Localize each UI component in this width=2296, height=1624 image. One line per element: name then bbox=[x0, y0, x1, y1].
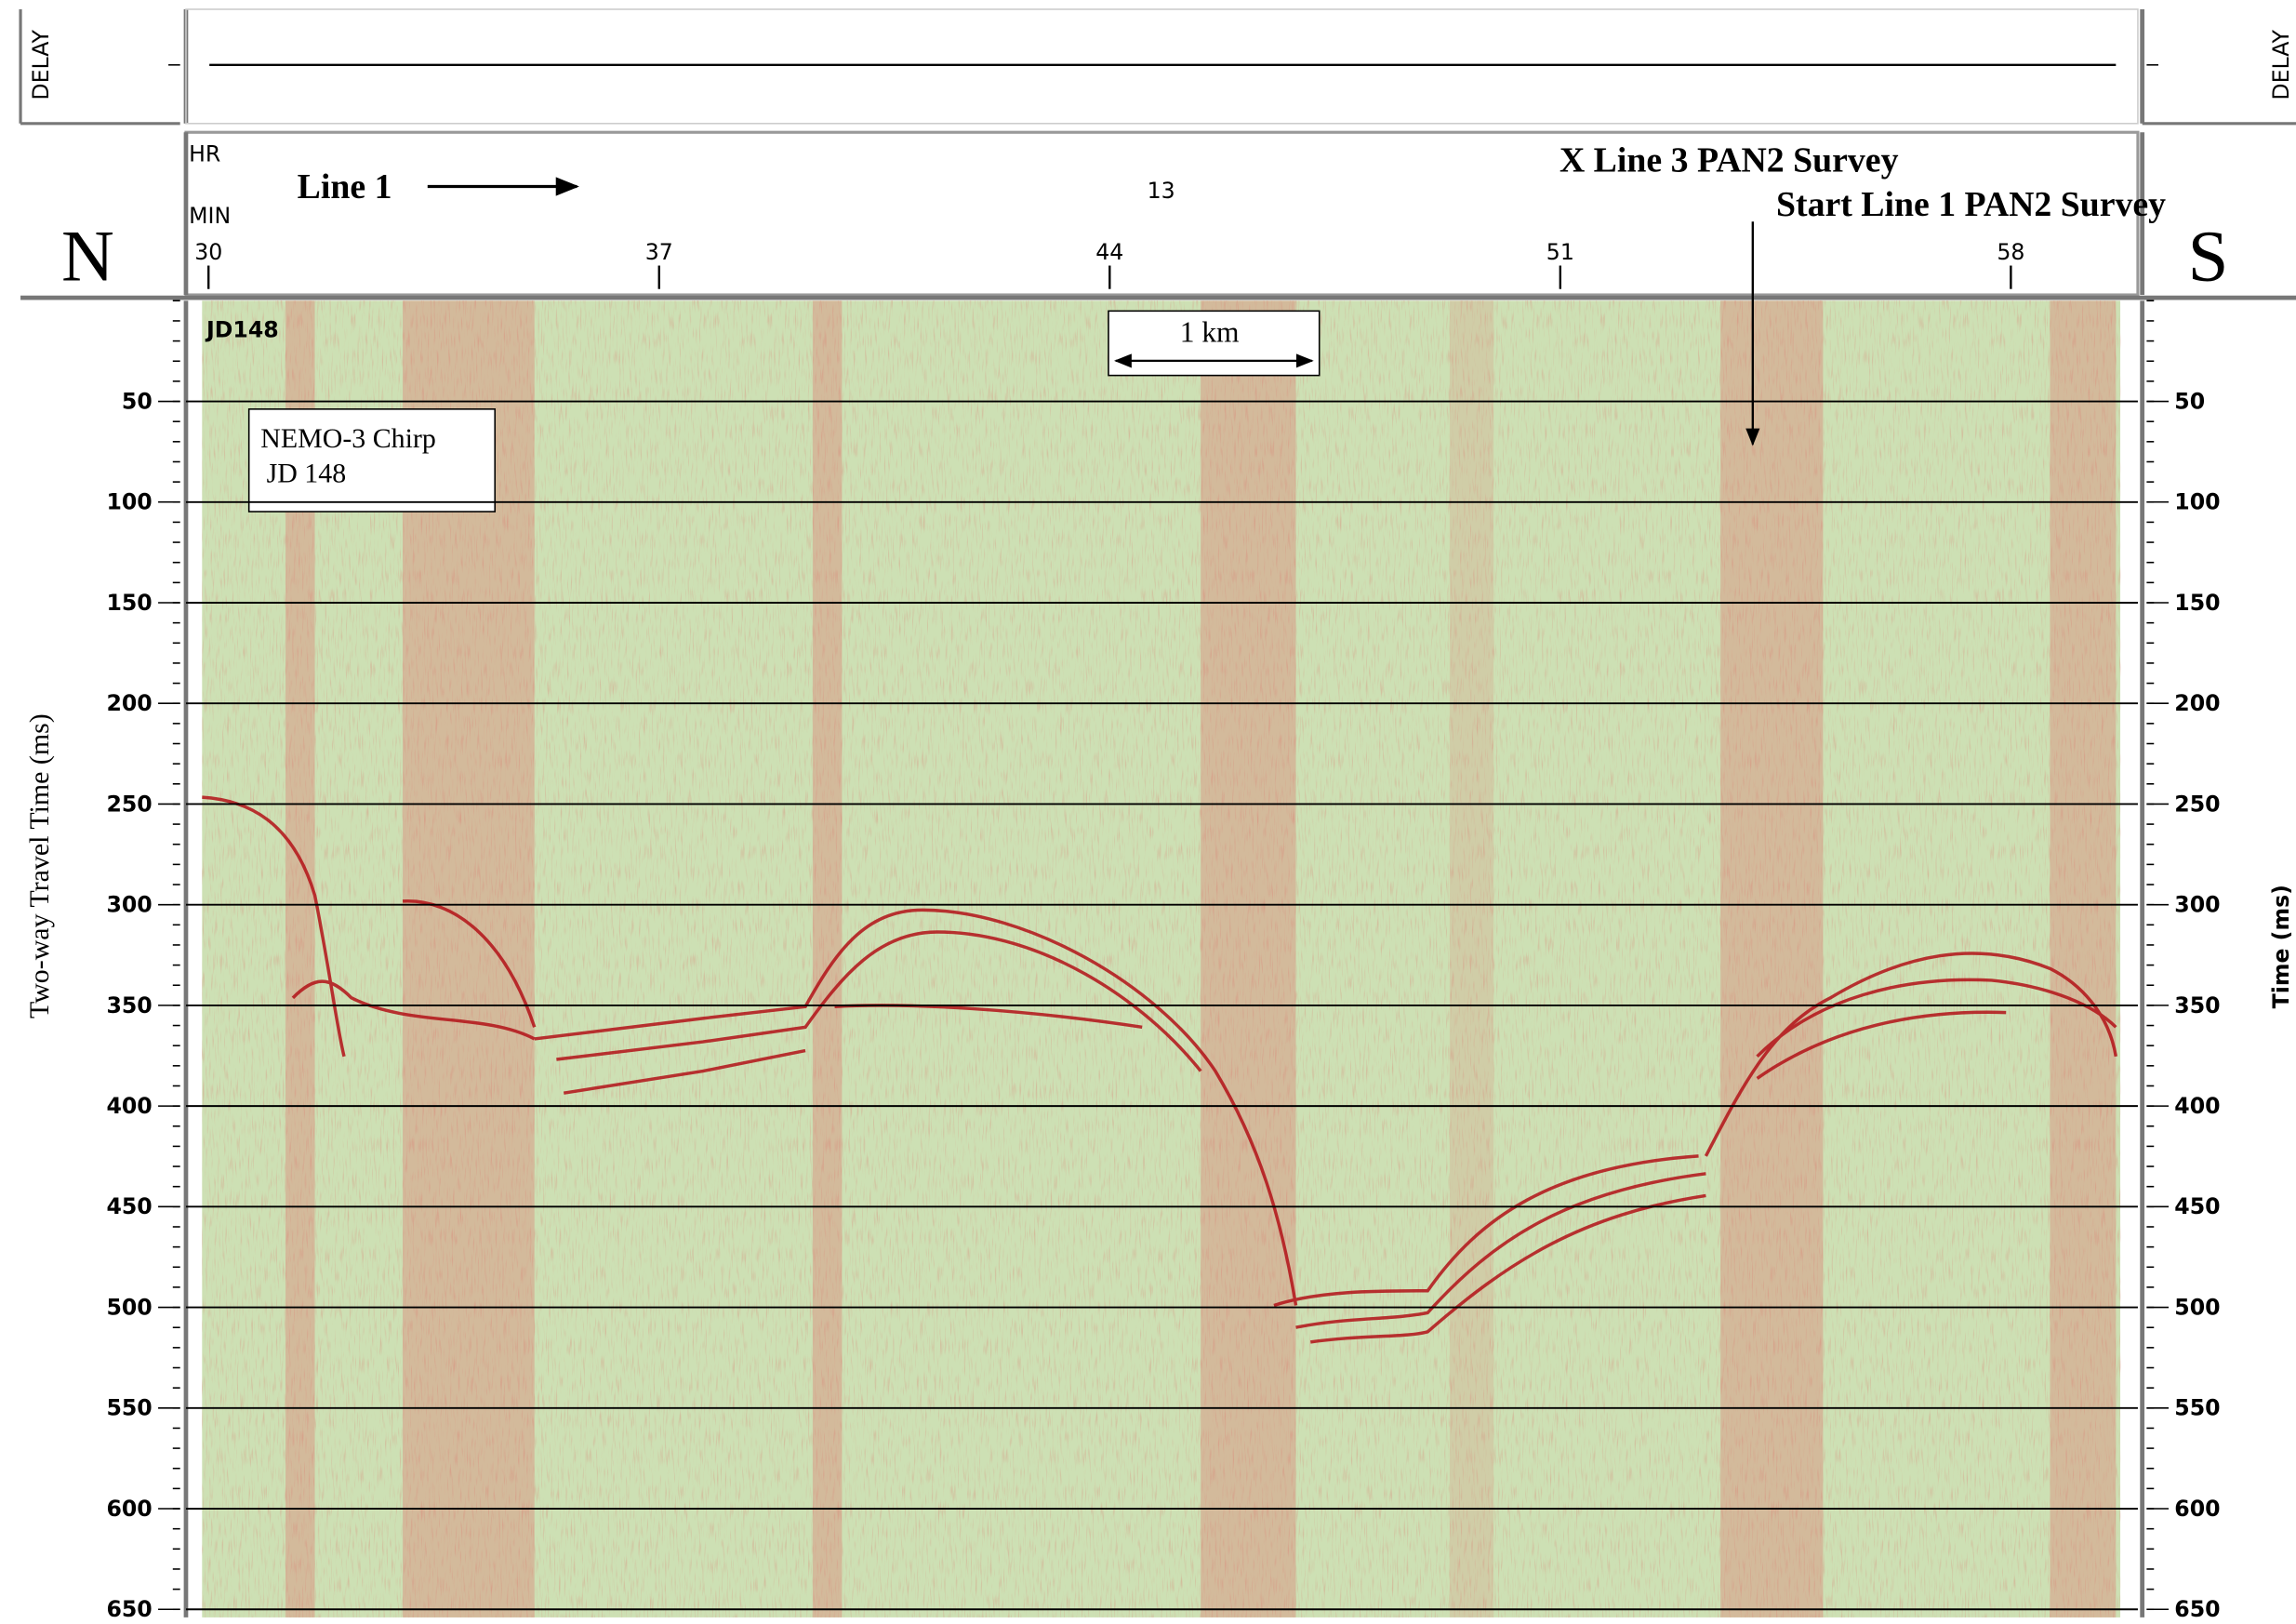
line-label: Line 1 bbox=[298, 167, 392, 206]
y-tick-label: 50 bbox=[122, 388, 153, 414]
info-box-line: NEMO-3 Chirp bbox=[260, 423, 436, 454]
y-axis-label: Two-way Travel Time (ms) bbox=[24, 713, 55, 1018]
y-tick-label: 550 bbox=[2174, 1395, 2220, 1421]
y-tick-label: 350 bbox=[106, 992, 152, 1018]
y-tick-label: 450 bbox=[2174, 1193, 2220, 1219]
hr-label: HR bbox=[189, 141, 220, 167]
north-label: N bbox=[61, 216, 114, 297]
delay-panel: DELAY DELAY bbox=[19, 8, 2296, 126]
y-tick-label: 300 bbox=[2174, 892, 2220, 918]
y-tick-label: 500 bbox=[2174, 1294, 2220, 1320]
x-tick-label: 30 bbox=[194, 239, 222, 265]
y-tick-label: 600 bbox=[106, 1496, 152, 1522]
scale-bar-label: 1 km bbox=[1180, 315, 1240, 348]
y-tick-label: 550 bbox=[106, 1395, 152, 1421]
y-tick-label: 450 bbox=[106, 1193, 152, 1219]
delay-label: DELAY bbox=[2268, 29, 2294, 100]
y-tick-label: 500 bbox=[106, 1294, 152, 1320]
y-tick-label: 50 bbox=[2174, 388, 2205, 414]
x-tick-label: 51 bbox=[1546, 239, 1574, 265]
y-tick-label: 100 bbox=[2174, 489, 2220, 515]
y-tick-label: 400 bbox=[2174, 1093, 2220, 1119]
y-tick-label: 600 bbox=[2174, 1496, 2220, 1522]
delay-label: DELAY bbox=[28, 29, 54, 100]
record-label: JD148 bbox=[205, 317, 279, 343]
info-box-line: JD 148 bbox=[267, 459, 347, 489]
y-tick-label: 150 bbox=[106, 590, 152, 616]
y-tick-label: 400 bbox=[106, 1093, 152, 1119]
hour-label: 13 bbox=[1148, 178, 1175, 204]
seismic-image bbox=[202, 300, 2121, 1617]
min-label: MIN bbox=[189, 203, 231, 229]
y-tick-label: 150 bbox=[2174, 590, 2220, 616]
y-tick-label: 200 bbox=[2174, 690, 2220, 716]
y-tick-label: 650 bbox=[106, 1596, 152, 1619]
south-label: S bbox=[2188, 216, 2229, 297]
y-tick-label: 200 bbox=[106, 690, 152, 716]
y-tick-label: 250 bbox=[106, 791, 152, 817]
y-tick-label: 300 bbox=[106, 892, 152, 918]
y2-axis-label: Time (ms) bbox=[2268, 885, 2294, 1008]
x-tick-label: 37 bbox=[645, 239, 673, 265]
y-tick-label: 650 bbox=[2174, 1596, 2220, 1619]
y-tick-label: 350 bbox=[2174, 992, 2220, 1018]
annotation: X Line 3 PAN2 Survey bbox=[1559, 141, 1899, 180]
y-tick-label: 100 bbox=[106, 489, 152, 515]
annotation: Start Line 1 PAN2 Survey bbox=[1776, 185, 2166, 224]
x-tick-label: 58 bbox=[1997, 239, 2024, 265]
y-tick-label: 250 bbox=[2174, 791, 2220, 817]
x-tick-label: 44 bbox=[1095, 239, 1123, 265]
